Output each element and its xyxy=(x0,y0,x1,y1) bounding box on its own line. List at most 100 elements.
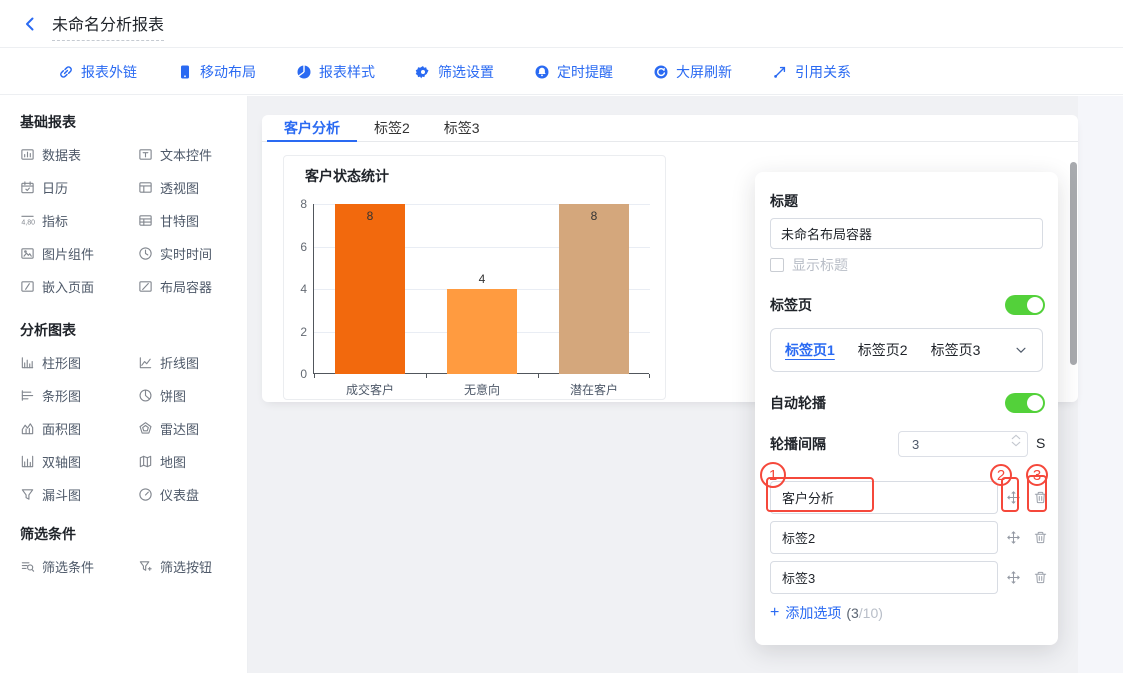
y-axis-tick-label: 4 xyxy=(300,282,307,296)
tab-page-1[interactable]: 标签页1 xyxy=(785,342,835,358)
toolbar-label: 报表外链 xyxy=(81,63,137,80)
line-chart-icon xyxy=(139,357,152,369)
sidebar-item-datasheet[interactable]: 数据表 xyxy=(20,138,138,171)
x-axis-category-label: 潜在客户 xyxy=(569,383,618,397)
sidebar-item-bar-chart[interactable]: 条形图 xyxy=(20,379,138,412)
sidebar-item-text-widget[interactable]: 文本控件 xyxy=(138,138,256,171)
trash-icon[interactable] xyxy=(1033,570,1048,585)
map-icon xyxy=(139,455,152,468)
option-3-input[interactable] xyxy=(770,561,998,594)
section-title-filters: 筛选条件 xyxy=(20,526,76,542)
interval-input[interactable]: 3 xyxy=(898,431,1028,457)
sidebar-item-label: 图片组件 xyxy=(42,247,95,262)
vertical-scrollbar[interactable] xyxy=(1070,162,1077,365)
sidebar-item-label: 甘特图 xyxy=(160,214,200,229)
container-tab-customer-analysis[interactable]: 客户分析 xyxy=(267,115,357,142)
y-axis-tick-label: 6 xyxy=(300,239,307,254)
interval-spinner[interactable] xyxy=(1011,434,1021,447)
filter-button-icon xyxy=(139,561,152,571)
pie-chart-icon xyxy=(139,389,152,402)
toolbar-mobile-layout[interactable]: 移动布局 xyxy=(177,62,256,82)
chart-bar xyxy=(447,289,517,374)
sidebar-item-line-chart[interactable]: 折线图 xyxy=(138,346,256,379)
sidebar-item-layout-container[interactable]: 布局容器 xyxy=(138,270,256,303)
sidebar-item-funnel-chart[interactable]: 漏斗图 xyxy=(20,478,138,511)
toolbar-screen-refresh[interactable]: 大屏刷新 xyxy=(653,62,732,82)
toolbar-label: 定时提醒 xyxy=(557,63,613,80)
calendar-icon xyxy=(21,181,34,194)
sidebar-item-calendar[interactable]: 日历 xyxy=(20,171,138,204)
sidebar-item-realtime[interactable]: 实时时间 xyxy=(138,237,256,270)
sidebar-item-embed-page[interactable]: 嵌入页面 xyxy=(20,270,138,303)
tab-pages-toggle[interactable] xyxy=(1005,295,1045,315)
tab-page-3[interactable]: 标签页3 xyxy=(930,342,981,358)
embed-icon xyxy=(21,281,34,292)
section-title-charts: 分析图表 xyxy=(20,322,76,338)
toolbar-reference-relation[interactable]: 引用关系 xyxy=(772,62,851,82)
sidebar-item-label: 筛选按钮 xyxy=(160,560,213,575)
sidebar-item-label: 地图 xyxy=(160,455,187,470)
sidebar-item-metric[interactable]: 4,80 指标 xyxy=(20,204,138,237)
sidebar-item-gantt[interactable]: 甘特图 xyxy=(138,204,256,237)
tab-page-2[interactable]: 标签页2 xyxy=(857,342,908,358)
chart-bar xyxy=(335,204,405,374)
tab-label: 标签2 xyxy=(374,120,410,136)
basic-widgets-grid: 数据表 文本控件 日历 透视图 4,80 指标 甘特图 图片组件 实时时间 嵌入页… xyxy=(0,138,247,303)
refresh-icon xyxy=(654,65,668,78)
autoplay-toggle[interactable] xyxy=(1005,393,1045,413)
back-button[interactable] xyxy=(22,15,40,33)
trash-icon[interactable] xyxy=(1033,490,1048,505)
sidebar-item-filter-condition[interactable]: 筛选条件 xyxy=(20,550,138,583)
toolbar-report-link[interactable]: 报表外链 xyxy=(58,62,137,82)
sidebar-item-dual-axis-chart[interactable]: 双轴图 xyxy=(20,445,138,478)
interval-value: 3 xyxy=(912,436,920,452)
sidebar-item-pivot[interactable]: 透视图 xyxy=(138,171,256,204)
sidebar-item-pie-chart[interactable]: 饼图 xyxy=(138,379,256,412)
sidebar-item-column-chart[interactable]: 柱形图 xyxy=(20,346,138,379)
sidebar-item-map[interactable]: 地图 xyxy=(138,445,256,478)
chevron-down-icon xyxy=(1016,347,1026,353)
trash-icon[interactable] xyxy=(1033,530,1048,545)
sidebar-item-label: 柱形图 xyxy=(42,356,82,371)
dual-axis-icon xyxy=(21,455,34,468)
option-1-input[interactable] xyxy=(770,481,998,514)
sidebar-item-label: 布局容器 xyxy=(160,280,213,295)
report-title[interactable]: 未命名分析报表 xyxy=(52,11,165,41)
container-tab-2[interactable]: 标签2 xyxy=(357,115,427,141)
sidebar-item-image-widget[interactable]: 图片组件 xyxy=(20,237,138,270)
sidebar-item-label: 面积图 xyxy=(42,422,82,437)
move-icon[interactable] xyxy=(1006,530,1021,545)
selector-dropdown-button[interactable] xyxy=(1014,343,1028,357)
tab-label: 客户分析 xyxy=(284,120,340,136)
y-axis-tick-label: 0 xyxy=(300,367,307,381)
sidebar-item-radar-chart[interactable]: 雷达图 xyxy=(138,412,256,445)
sidebar-item-label: 仪表盘 xyxy=(160,488,200,503)
container-title-input[interactable] xyxy=(770,218,1043,249)
tab-label: 标签3 xyxy=(443,120,480,136)
sidebar-item-label: 实时时间 xyxy=(160,247,213,262)
toolbar-label: 移动布局 xyxy=(200,63,256,80)
container-tab-3[interactable]: 标签3 xyxy=(427,115,497,141)
sidebar-item-label: 指标 xyxy=(42,214,69,229)
gantt-icon xyxy=(139,215,152,226)
x-axis-tick xyxy=(426,374,427,378)
move-icon[interactable] xyxy=(1006,570,1021,585)
annotation-rect-1 xyxy=(766,477,874,512)
show-title-checkbox[interactable] xyxy=(770,258,784,272)
sidebar-item-area-chart[interactable]: 面积图 xyxy=(20,412,138,445)
sidebar-item-gauge[interactable]: 仪表盘 xyxy=(138,478,256,511)
add-option-button[interactable]: + 添加选项 (3 /10) xyxy=(770,603,883,623)
data-label: 8 xyxy=(590,209,598,223)
toolbar-report-style[interactable]: 报表样式 xyxy=(296,62,375,82)
sidebar-item-filter-button[interactable]: 筛选按钮 xyxy=(138,550,256,583)
bar-chart-widget[interactable]: 客户状态统计 0 2 4 6 8 8 成交客户 4 无意向 8 潜在客户 xyxy=(283,155,666,400)
link-icon xyxy=(60,65,72,78)
autoplay-label: 自动轮播 xyxy=(770,395,826,411)
option-2-input[interactable] xyxy=(770,521,998,554)
filter-widgets-grid: 筛选条件 筛选按钮 xyxy=(0,550,247,583)
toolbar-filter-settings[interactable]: 筛选设置 xyxy=(415,62,494,82)
option-row-1 xyxy=(770,481,1047,514)
annotation-circle-1: 1 xyxy=(760,462,786,488)
toolbar-scheduled-reminder[interactable]: 定时提醒 xyxy=(534,62,613,82)
